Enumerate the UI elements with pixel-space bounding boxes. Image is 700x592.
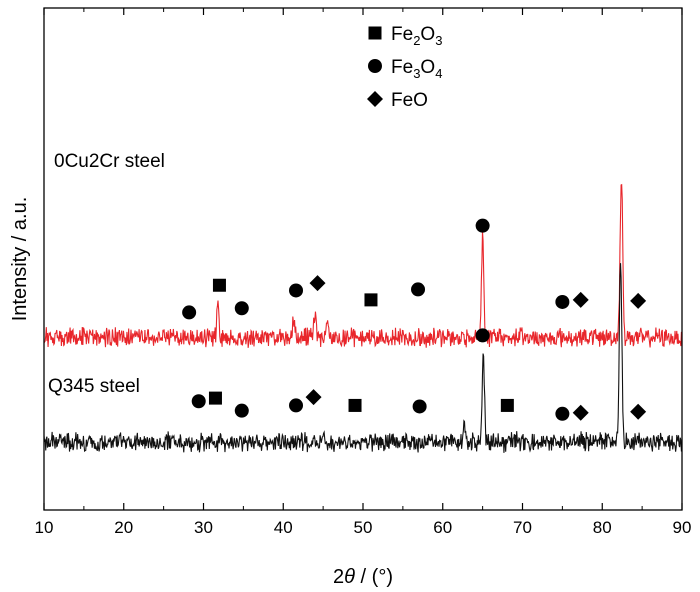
x-axis-ticks: 10 20 30 40 50 60 70 80 90 (35, 8, 692, 537)
x-tick-label: 40 (274, 518, 293, 537)
circle-marker-icon (411, 282, 426, 297)
circle-marker-icon (475, 218, 490, 233)
series-line-0cu2cr-steel (43, 183, 683, 348)
diamond-marker-icon (305, 389, 322, 406)
circle-marker-icon (182, 305, 197, 320)
legend-entry-fe2o3: Fe2O3 (391, 24, 442, 48)
circle-marker-icon (234, 403, 249, 418)
circle-marker-icon (289, 283, 304, 298)
circle-marker-icon (289, 398, 304, 413)
circle-marker-icon (555, 406, 570, 421)
x-axis-title: 2θ / (°) (333, 566, 393, 588)
diamond-marker-icon (630, 292, 647, 309)
series-line-q345-steel (43, 263, 683, 453)
diamond-marker-icon (572, 291, 589, 308)
diamond-marker-icon (572, 404, 589, 421)
legend-square-icon (368, 26, 382, 40)
square-marker-icon (348, 398, 362, 412)
circle-marker-icon (412, 399, 427, 414)
legend-diamond-icon (367, 91, 383, 107)
x-tick-label: 30 (194, 518, 213, 537)
annotation-q345-steel: Q345 steel (48, 376, 140, 397)
legend-entry-fe3o4: Fe3O4 (391, 57, 442, 81)
legend: Fe2O3 Fe3O4 FeO (367, 24, 442, 111)
square-marker-icon (364, 293, 378, 307)
x-tick-label: 60 (433, 518, 452, 537)
circle-marker-icon (191, 394, 206, 409)
series-annotations: 0Cu2Cr steel Q345 steel (48, 151, 165, 397)
series-layer (43, 183, 683, 453)
x-tick-label: 10 (35, 518, 54, 537)
x-tick-label: 50 (354, 518, 373, 537)
x-tick-label: 20 (114, 518, 133, 537)
annotation-0cu2cr-steel: 0Cu2Cr steel (54, 151, 165, 172)
x-tick-label: 80 (593, 518, 612, 537)
diamond-marker-icon (630, 403, 647, 420)
x-tick-label: 70 (513, 518, 532, 537)
phase-marker-layer (182, 218, 647, 421)
diamond-marker-icon (309, 275, 326, 292)
legend-entry-feo: FeO (391, 90, 428, 111)
x-tick-label: 90 (673, 518, 692, 537)
square-marker-icon (212, 278, 226, 292)
legend-circle-icon (368, 59, 382, 73)
legend-markers (367, 26, 383, 107)
circle-marker-icon (234, 301, 249, 316)
circle-marker-icon (475, 328, 490, 343)
y-axis-title: Intensity / a.u. (9, 197, 31, 322)
circle-marker-icon (555, 294, 570, 309)
square-marker-icon (208, 391, 222, 405)
square-marker-icon (500, 398, 514, 412)
